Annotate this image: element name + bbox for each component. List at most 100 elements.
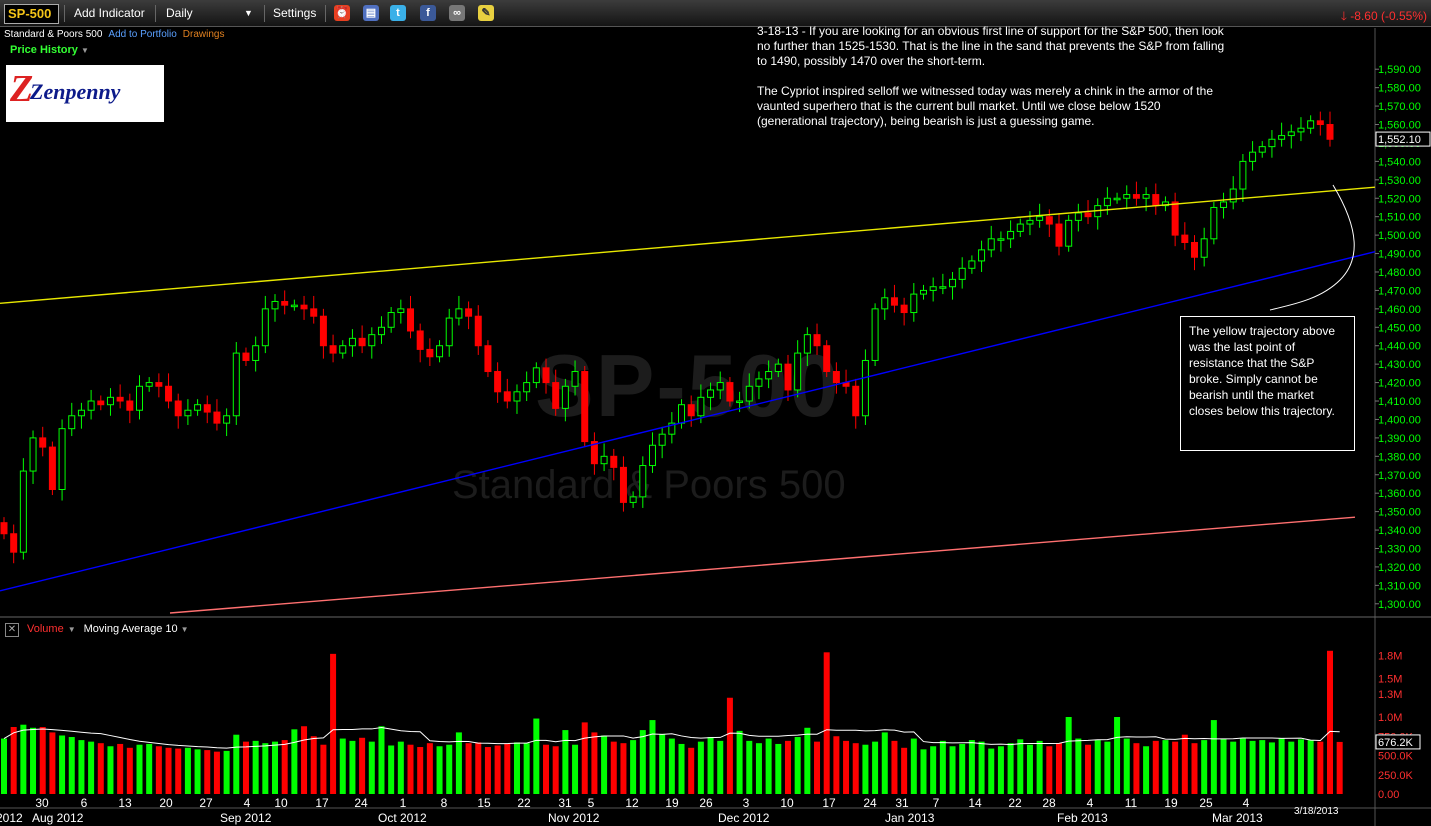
x-day-label: 17 <box>315 796 329 810</box>
candle-body <box>832 371 840 384</box>
volume-bar <box>378 726 385 794</box>
candle-body <box>1287 131 1295 137</box>
volume-bar <box>1268 742 1275 794</box>
chevron-down-icon[interactable]: ▼ <box>67 625 76 634</box>
x-month-label: Dec 2012 <box>718 811 770 825</box>
add-indicator-button[interactable]: Add Indicator <box>74 6 145 20</box>
volume-bar <box>397 741 404 794</box>
x-month-label: Mar 2013 <box>1212 811 1263 825</box>
note-icon[interactable]: ✎ <box>478 5 494 21</box>
candle-body <box>1045 216 1053 225</box>
volume-label[interactable]: Volume <box>27 623 64 635</box>
candle-body <box>416 330 424 350</box>
candle-body <box>300 304 308 310</box>
x-day-label: 4 <box>244 796 251 810</box>
volume-bar <box>494 745 501 794</box>
candle-body <box>900 304 908 314</box>
print-icon[interactable]: ▤ <box>363 5 379 21</box>
price-history-menu[interactable]: Price History ▼ <box>10 44 97 56</box>
candle-body <box>881 297 889 310</box>
x-day-label: 12 <box>625 796 639 810</box>
price-tick-label: 1,590.00 <box>1378 64 1421 76</box>
twitter-icon[interactable]: t <box>390 5 406 21</box>
candle-body <box>1229 188 1237 203</box>
candle-body <box>658 433 666 446</box>
toolbar-divider <box>155 5 156 22</box>
settings-button[interactable]: Settings <box>273 6 317 20</box>
volume-bar <box>1230 741 1237 794</box>
volume-bar <box>320 744 327 794</box>
candle-body <box>136 385 144 411</box>
volume-bar <box>533 718 540 794</box>
candle-body <box>436 345 444 358</box>
x-day-label: 7 <box>933 796 940 810</box>
moving-average-label[interactable]: Moving Average 10 <box>83 623 178 635</box>
volume-tick-label: 1.0M <box>1378 712 1402 724</box>
alarm-clock-icon[interactable]: ⏰ <box>334 5 350 21</box>
volume-bar <box>513 742 520 794</box>
volume-bar <box>1326 650 1334 794</box>
x-day-label: 30 <box>35 796 49 810</box>
x-month-label: Jan 2013 <box>885 811 935 825</box>
binoculars-icon[interactable]: ∞ <box>449 5 465 21</box>
volume-bar <box>543 744 550 794</box>
facebook-icon[interactable]: f <box>420 5 436 21</box>
annotation-paragraph: The Cypriot inspired selloff we witnesse… <box>757 84 1213 128</box>
toolbar: SP-500 Add Indicator Daily ▼ Settings ⏰ … <box>0 0 1431 27</box>
volume-bar <box>417 747 424 794</box>
candle-body <box>87 400 95 411</box>
candle-body <box>68 415 76 430</box>
candle-body <box>958 267 966 280</box>
candle-body <box>1026 219 1034 225</box>
x-day-label: 1 <box>400 796 407 810</box>
add-to-portfolio-link[interactable]: Add to Portfolio <box>108 29 177 40</box>
chevron-down-icon[interactable]: ▼ <box>244 8 253 18</box>
candle-body <box>648 444 656 467</box>
price-tick-label: 1,570.00 <box>1378 101 1421 113</box>
candle-body <box>10 533 18 553</box>
volume-bar <box>49 732 56 794</box>
volume-bar <box>678 743 685 794</box>
candle-body <box>571 371 579 387</box>
interval-select[interactable]: Daily <box>166 6 193 20</box>
volume-bar <box>1181 734 1188 794</box>
volume-bar <box>213 751 220 794</box>
last-price-label: 1,552.10 <box>1378 134 1421 146</box>
volume-bar <box>1172 741 1179 794</box>
price-tick-label: 1,410.00 <box>1378 396 1421 408</box>
volume-bar <box>1288 741 1295 794</box>
candle-body <box>774 363 782 373</box>
candle-body <box>1161 201 1169 207</box>
volume-ma-line <box>3 727 1340 749</box>
volume-bar <box>475 742 482 794</box>
volume-bar <box>881 732 888 794</box>
x-day-label: 22 <box>1008 796 1022 810</box>
symbol-input[interactable]: SP-500 <box>4 4 59 24</box>
volume-bar <box>1191 743 1198 794</box>
x-day-label: 27 <box>199 796 213 810</box>
volume-bar <box>1104 741 1111 794</box>
price-change: 🡓 -8.60 (-0.55%) <box>1341 7 1427 28</box>
volume-bar <box>649 720 656 794</box>
volume-bar <box>455 732 462 794</box>
volume-bar <box>204 750 211 794</box>
close-icon[interactable]: ✕ <box>5 623 19 637</box>
x-day-label: 15 <box>477 796 491 810</box>
chevron-down-icon[interactable]: ▼ <box>180 625 189 634</box>
volume-bar <box>10 727 17 794</box>
candle-body <box>765 371 773 380</box>
volume-bar <box>291 729 298 794</box>
price-tick-label: 1,450.00 <box>1378 322 1421 334</box>
x-day-label: 19 <box>1164 796 1178 810</box>
volume-bar <box>1336 741 1343 794</box>
candle-body <box>1055 223 1063 247</box>
price-tick-label: 1,320.00 <box>1378 562 1421 574</box>
drawings-link[interactable]: Drawings <box>182 29 225 40</box>
volume-bar <box>107 746 114 794</box>
candle-body <box>203 404 211 413</box>
x-day-label: 24 <box>863 796 877 810</box>
candle-body <box>155 382 163 387</box>
volume-bar <box>68 737 75 794</box>
